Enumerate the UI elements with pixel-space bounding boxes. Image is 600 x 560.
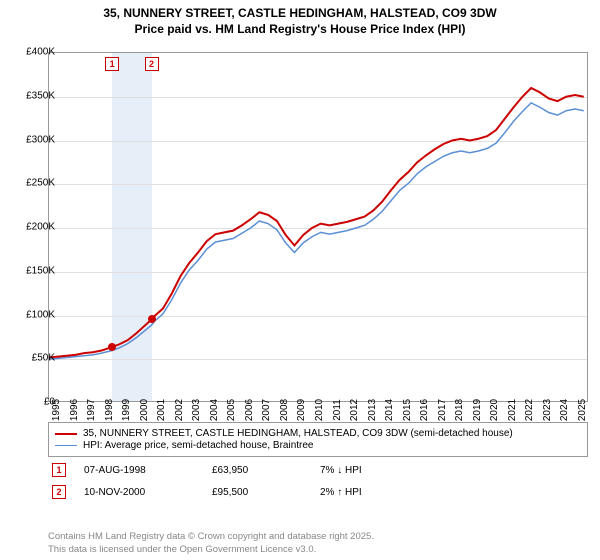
sale-row-1: 1 07-AUG-1998 £63,950 7% ↓ HPI bbox=[48, 461, 588, 479]
x-axis-label: 2015 bbox=[402, 399, 413, 421]
sale-point-1 bbox=[108, 343, 116, 351]
series-line-price_paid bbox=[49, 88, 584, 358]
y-axis-label: £50K bbox=[32, 353, 55, 364]
x-axis-label: 2006 bbox=[244, 399, 255, 421]
sale-delta-1: 7% ↓ HPI bbox=[320, 465, 410, 476]
legend-area: 35, NUNNERY STREET, CASTLE HEDINGHAM, HA… bbox=[48, 422, 588, 501]
copyright-line-2: This data is licensed under the Open Gov… bbox=[48, 544, 374, 556]
chart-marker-1: 1 bbox=[105, 57, 119, 71]
sale-row-2: 2 10-NOV-2000 £95,500 2% ↑ HPI bbox=[48, 483, 588, 501]
x-axis-label: 2013 bbox=[367, 399, 378, 421]
legend-label-hpi: HPI: Average price, semi-detached house,… bbox=[83, 440, 314, 451]
x-axis-label: 2019 bbox=[472, 399, 483, 421]
x-axis-label: 2023 bbox=[542, 399, 553, 421]
chart-container: 35, NUNNERY STREET, CASTLE HEDINGHAM, HA… bbox=[0, 0, 600, 560]
title-block: 35, NUNNERY STREET, CASTLE HEDINGHAM, HA… bbox=[0, 0, 600, 41]
y-axis-label: £200K bbox=[26, 222, 55, 233]
x-axis-label: 2000 bbox=[139, 399, 150, 421]
y-axis-label: £350K bbox=[26, 90, 55, 101]
x-axis-label: 1997 bbox=[86, 399, 97, 421]
chart-plot-area: 12 bbox=[48, 52, 588, 402]
sale-point-2 bbox=[148, 315, 156, 323]
x-axis-label: 2004 bbox=[209, 399, 220, 421]
x-axis-label: 2018 bbox=[454, 399, 465, 421]
x-axis-label: 2003 bbox=[191, 399, 202, 421]
x-axis-label: 2024 bbox=[559, 399, 570, 421]
x-axis-label: 2007 bbox=[261, 399, 272, 421]
y-axis-label: £250K bbox=[26, 178, 55, 189]
y-axis-label: £400K bbox=[26, 47, 55, 58]
sale-delta-2: 2% ↑ HPI bbox=[320, 487, 410, 498]
legend-label-price: 35, NUNNERY STREET, CASTLE HEDINGHAM, HA… bbox=[83, 428, 513, 439]
chart-svg bbox=[49, 53, 587, 401]
title-line-1: 35, NUNNERY STREET, CASTLE HEDINGHAM, HA… bbox=[10, 6, 590, 22]
x-axis-label: 2010 bbox=[314, 399, 325, 421]
x-axis-label: 2008 bbox=[279, 399, 290, 421]
x-axis-label: 2001 bbox=[156, 399, 167, 421]
x-axis-label: 2014 bbox=[384, 399, 395, 421]
x-axis-label: 2012 bbox=[349, 399, 360, 421]
x-axis-label: 2025 bbox=[577, 399, 588, 421]
x-axis-label: 2022 bbox=[524, 399, 535, 421]
sale-marker-2: 2 bbox=[52, 485, 66, 499]
x-axis-label: 1998 bbox=[104, 399, 115, 421]
legend-swatch-hpi bbox=[55, 445, 77, 446]
x-axis-label: 1999 bbox=[121, 399, 132, 421]
y-axis-label: £100K bbox=[26, 309, 55, 320]
sale-price-1: £63,950 bbox=[212, 465, 302, 476]
series-line-hpi bbox=[49, 103, 584, 359]
title-line-2: Price paid vs. HM Land Registry's House … bbox=[10, 22, 590, 38]
y-axis-label: £300K bbox=[26, 134, 55, 145]
x-axis-label: 2017 bbox=[437, 399, 448, 421]
copyright-line-1: Contains HM Land Registry data © Crown c… bbox=[48, 531, 374, 543]
x-axis-label: 2016 bbox=[419, 399, 430, 421]
x-axis-label: 2009 bbox=[296, 399, 307, 421]
legend-swatch-price bbox=[55, 433, 77, 435]
legend-box: 35, NUNNERY STREET, CASTLE HEDINGHAM, HA… bbox=[48, 422, 588, 457]
sale-date-1: 07-AUG-1998 bbox=[84, 465, 194, 476]
sale-marker-1: 1 bbox=[52, 463, 66, 477]
legend-row-price: 35, NUNNERY STREET, CASTLE HEDINGHAM, HA… bbox=[55, 428, 581, 439]
x-axis-label: 1996 bbox=[69, 399, 80, 421]
x-axis-label: 2021 bbox=[507, 399, 518, 421]
sale-date-2: 10-NOV-2000 bbox=[84, 487, 194, 498]
x-axis-label: 1995 bbox=[51, 399, 62, 421]
y-axis-label: £150K bbox=[26, 265, 55, 276]
x-axis-label: 2005 bbox=[226, 399, 237, 421]
x-axis-label: 2011 bbox=[332, 399, 343, 421]
copyright-block: Contains HM Land Registry data © Crown c… bbox=[48, 531, 374, 556]
x-axis-label: 2020 bbox=[489, 399, 500, 421]
legend-row-hpi: HPI: Average price, semi-detached house,… bbox=[55, 440, 581, 451]
chart-marker-2: 2 bbox=[145, 57, 159, 71]
sale-price-2: £95,500 bbox=[212, 487, 302, 498]
x-axis-label: 2002 bbox=[174, 399, 185, 421]
